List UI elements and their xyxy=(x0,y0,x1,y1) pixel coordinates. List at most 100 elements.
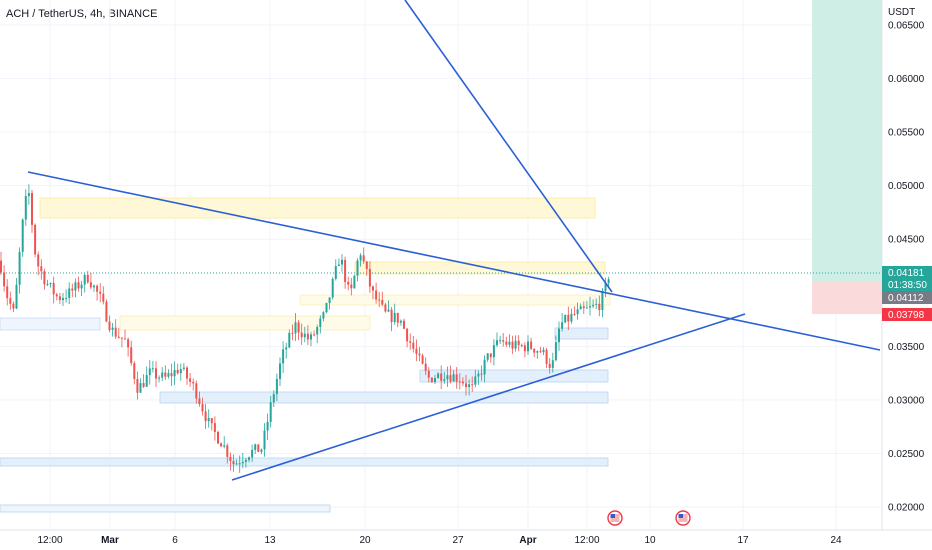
candle-body xyxy=(158,377,161,379)
candle-body xyxy=(300,332,303,338)
candle-body xyxy=(449,375,452,382)
candle-body xyxy=(341,259,343,265)
candle-body xyxy=(279,363,281,379)
candle-body xyxy=(350,284,353,289)
candle-body xyxy=(427,370,430,378)
candle-body xyxy=(412,342,415,349)
candle-body xyxy=(102,293,105,302)
candle-body xyxy=(111,327,114,330)
candle-body xyxy=(536,351,539,353)
candle-body xyxy=(573,313,576,315)
candle-body xyxy=(415,348,418,354)
candle-body xyxy=(328,297,331,303)
candle-body xyxy=(558,328,560,343)
supply-zone xyxy=(119,315,371,331)
candle-body xyxy=(465,383,467,387)
supply-zone xyxy=(299,294,611,306)
candle-body xyxy=(148,368,151,376)
candle-body xyxy=(145,375,148,387)
x-tick-label: Mar xyxy=(101,535,119,546)
candle-body xyxy=(77,282,80,289)
y-tick-label: 0.02000 xyxy=(888,503,925,514)
candle-body xyxy=(151,368,154,370)
candle-body xyxy=(533,348,536,353)
candle-body xyxy=(527,341,529,352)
candle-body xyxy=(223,445,226,447)
x-tick-labels: 12:00 Mar 6 13 20 27 Apr 12:00 10 17 24 xyxy=(37,535,842,546)
candle-body xyxy=(86,274,89,283)
candle-body xyxy=(384,304,387,312)
us-flag-icon xyxy=(675,510,691,526)
candle-body xyxy=(492,345,495,358)
candle-body xyxy=(58,296,61,301)
candle-body xyxy=(210,418,213,424)
entry-tag: 0.04112 xyxy=(888,293,924,304)
x-tick-label: 24 xyxy=(830,535,842,546)
candle-body xyxy=(434,378,436,383)
candle-body xyxy=(198,398,201,404)
steep-trendline xyxy=(404,0,613,293)
candle-body xyxy=(34,224,37,255)
candle-body xyxy=(390,309,393,322)
time-axis[interactable]: 12:00 Mar 6 13 20 27 Apr 12:00 10 17 24 xyxy=(0,529,932,546)
y-tick-label: 0.06500 xyxy=(888,21,925,32)
demand-zone xyxy=(159,391,609,404)
candle-body xyxy=(74,282,77,291)
x-tick-label: 6 xyxy=(172,535,178,546)
candle-body xyxy=(430,377,433,383)
event-icons[interactable] xyxy=(607,510,691,526)
candle-body xyxy=(551,360,554,368)
trendlines[interactable] xyxy=(27,0,881,481)
x-tick-label: 12:00 xyxy=(37,535,62,546)
candle-body xyxy=(108,321,111,330)
price-axis[interactable]: USDT 0.06500 0.06000 0.05500 0.05000 0.04500… xyxy=(881,0,932,530)
candle-body xyxy=(375,290,378,300)
candle-body xyxy=(229,456,232,462)
candle-body xyxy=(52,282,55,295)
candle-body xyxy=(272,394,275,403)
candle-body xyxy=(607,279,610,284)
candle-body xyxy=(189,378,192,382)
candle-body xyxy=(530,341,533,349)
candle-body xyxy=(396,312,399,323)
candle-body xyxy=(403,320,405,329)
candles xyxy=(0,184,610,473)
candle-body xyxy=(545,349,548,364)
candle-body xyxy=(598,303,601,310)
candle-body xyxy=(517,340,520,346)
candle-body xyxy=(120,337,123,339)
candle-body xyxy=(139,383,142,393)
candle-body xyxy=(570,313,573,322)
candle-body xyxy=(331,278,334,298)
candle-body xyxy=(124,338,126,340)
candle-body xyxy=(601,290,604,310)
candle-body xyxy=(142,383,145,387)
candle-body xyxy=(595,303,598,305)
demand-zone xyxy=(0,317,101,331)
y-tick-label: 0.06000 xyxy=(888,74,925,85)
candle-body xyxy=(15,284,18,309)
candle-body xyxy=(359,255,362,261)
candle-body xyxy=(523,345,526,352)
candle-body xyxy=(499,340,502,342)
candle-body xyxy=(458,381,461,383)
target-zone xyxy=(812,0,882,281)
entry-tag-bg xyxy=(882,291,932,304)
candle-body xyxy=(486,353,489,360)
candle-body xyxy=(496,340,498,346)
candle-body xyxy=(337,264,340,267)
last-price-tag-bg xyxy=(882,266,932,279)
candle-body xyxy=(418,353,421,356)
candle-body xyxy=(288,332,291,348)
candle-body xyxy=(437,373,440,379)
candle-body xyxy=(176,369,179,374)
candle-body xyxy=(505,341,508,345)
candle-body xyxy=(164,372,167,377)
candle-body xyxy=(353,275,356,289)
candle-body xyxy=(480,373,483,375)
candle-body xyxy=(508,341,511,345)
candle-body xyxy=(195,383,198,399)
stop-tag: 0.03798 xyxy=(888,310,925,321)
candle-body xyxy=(99,291,102,294)
